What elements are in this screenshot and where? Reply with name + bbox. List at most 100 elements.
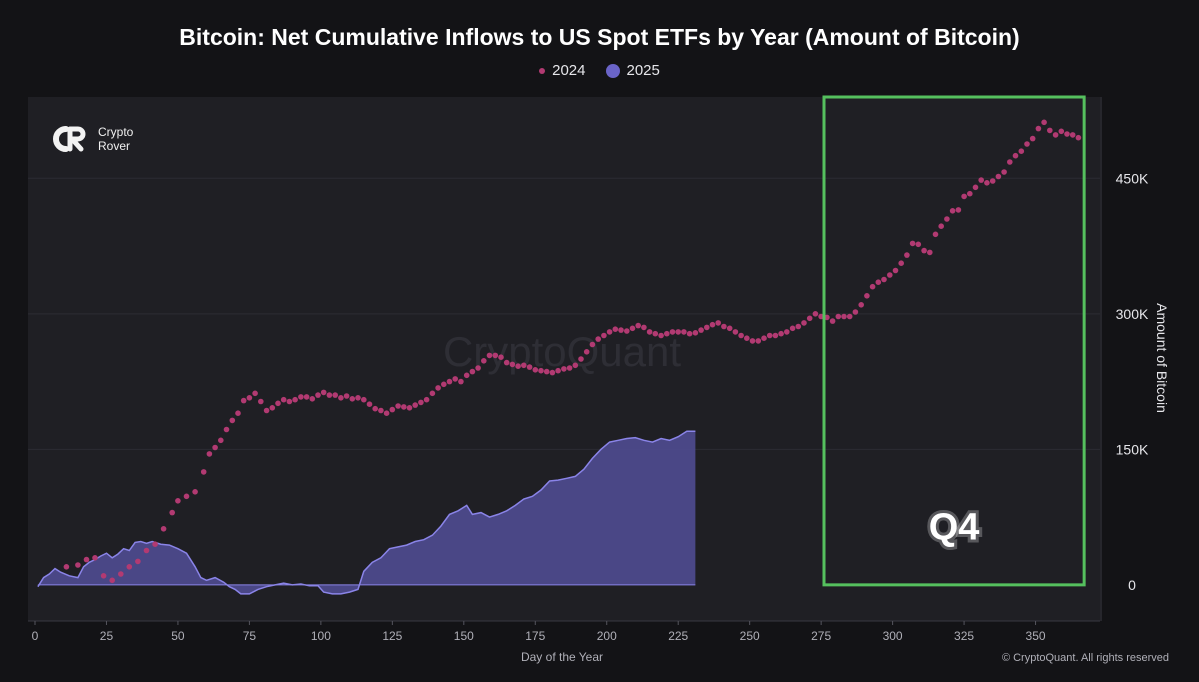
legend-label-2025: 2025	[626, 62, 660, 79]
series-2024-point	[143, 547, 150, 554]
y-tick-150K: 150K	[1116, 441, 1149, 457]
series-2025-layer	[37, 430, 696, 595]
crypto-rover-logo: Crypto Rover	[50, 124, 133, 154]
x-tick-350: 350	[1026, 629, 1046, 643]
series-2024-point	[704, 324, 710, 331]
series-2024-point	[961, 193, 967, 200]
y-tick-labels: 0 150K 300K 450K	[1116, 170, 1149, 593]
series-2024-point	[401, 404, 407, 410]
series-2024-point	[555, 367, 561, 374]
series-2024-point	[932, 231, 939, 238]
series-2024-point	[212, 444, 218, 451]
x-tick-0: 0	[32, 629, 39, 643]
series-2024-point	[475, 365, 481, 371]
series-2024-point	[532, 367, 539, 373]
x-tick-325: 325	[954, 629, 974, 643]
series-2024-point	[744, 335, 750, 342]
series-2024-point	[892, 267, 899, 274]
series-2024-point	[83, 556, 90, 563]
logo-line2: Rover	[98, 139, 131, 153]
series-2024-point	[801, 320, 807, 326]
series-2024-point	[1029, 135, 1036, 142]
series-2024-point	[858, 302, 864, 308]
series-2024-point	[978, 177, 984, 183]
series-2024-point	[1069, 132, 1076, 138]
logo-icon	[53, 126, 86, 152]
x-tick-75: 75	[243, 629, 257, 643]
series-2024-point	[521, 362, 527, 369]
x-tick-100: 100	[311, 629, 331, 643]
series-2024-point	[538, 367, 544, 374]
series-2024-point	[612, 326, 619, 333]
series-2024-point	[418, 399, 424, 406]
series-2024-point	[175, 498, 181, 504]
series-2024-point	[572, 362, 579, 369]
x-tick-275: 275	[811, 629, 831, 643]
x-tick-200: 200	[597, 629, 617, 643]
series-2024-point	[100, 573, 107, 579]
legend-item-2025[interactable]: 2025	[605, 62, 660, 79]
series-2024-point	[286, 398, 293, 405]
y-axis-label: Amount of Bitcoin	[1154, 303, 1170, 413]
series-2024-point	[503, 359, 510, 366]
series-2024-point	[1064, 131, 1070, 137]
logo-line1: Crypto	[98, 125, 134, 139]
series-2024-point	[566, 365, 573, 371]
series-2024-point	[235, 410, 241, 417]
series-2024-point	[692, 330, 699, 336]
series-2024-point	[206, 451, 213, 457]
series-2024-point	[818, 313, 824, 320]
series-2024-point	[846, 313, 853, 320]
series-2024-point	[938, 223, 944, 229]
series-2024-point	[1007, 159, 1013, 165]
series-2024-point	[263, 407, 270, 414]
y-tick-450K: 450K	[1116, 170, 1149, 186]
series-2024-point	[709, 321, 716, 328]
series-2024-point	[355, 395, 361, 401]
series-2024-point	[1058, 128, 1065, 135]
series-2024-point	[618, 327, 624, 333]
series-2024-point	[1001, 169, 1007, 175]
series-2024-point	[435, 385, 441, 391]
series-2024-point	[412, 402, 419, 408]
q4-annotation: Q4	[822, 95, 1086, 587]
x-tick-300: 300	[883, 629, 903, 643]
series-2024-point	[984, 180, 990, 186]
series-2024-point	[446, 378, 453, 385]
series-2024-point	[429, 390, 436, 397]
series-2024-point	[772, 332, 779, 339]
series-2024-point	[1012, 152, 1019, 159]
series-2024-point	[812, 311, 819, 317]
series-2024-point	[955, 207, 962, 213]
series-2024-point	[192, 489, 198, 495]
series-2024-point	[835, 313, 842, 320]
legend-item-2024[interactable]: 2024	[539, 62, 586, 79]
x-tick-250: 250	[740, 629, 760, 643]
series-2024-point	[169, 509, 175, 516]
series-2024-point	[784, 329, 790, 335]
series-2025-line	[37, 430, 696, 595]
series-2024-point	[715, 320, 721, 326]
series-2024-point	[543, 368, 550, 375]
series-2024-point	[944, 216, 950, 222]
series-2024-point	[629, 325, 636, 332]
series-2024-point	[406, 405, 413, 411]
series-2024-point	[126, 564, 133, 570]
series-2024-point	[909, 240, 916, 247]
chart-legend: 2024 2025	[0, 62, 1199, 79]
series-2024-point	[726, 325, 733, 332]
series-2024-point	[258, 398, 264, 405]
x-tick-125: 125	[382, 629, 402, 643]
series-2024-point	[92, 555, 98, 561]
series-2024-point	[652, 330, 659, 337]
series-2024-point	[646, 329, 653, 335]
series-2024-point	[738, 332, 744, 339]
x-axis-label: Day of the Year	[520, 650, 604, 664]
x-tick-50: 50	[171, 629, 185, 643]
series-2024-point	[275, 400, 281, 407]
series-2024-point	[395, 403, 401, 409]
x-tick-25: 25	[100, 629, 114, 643]
series-2024-point	[1018, 148, 1025, 154]
series-2024-point	[949, 208, 956, 214]
series-2024-point	[152, 541, 158, 547]
